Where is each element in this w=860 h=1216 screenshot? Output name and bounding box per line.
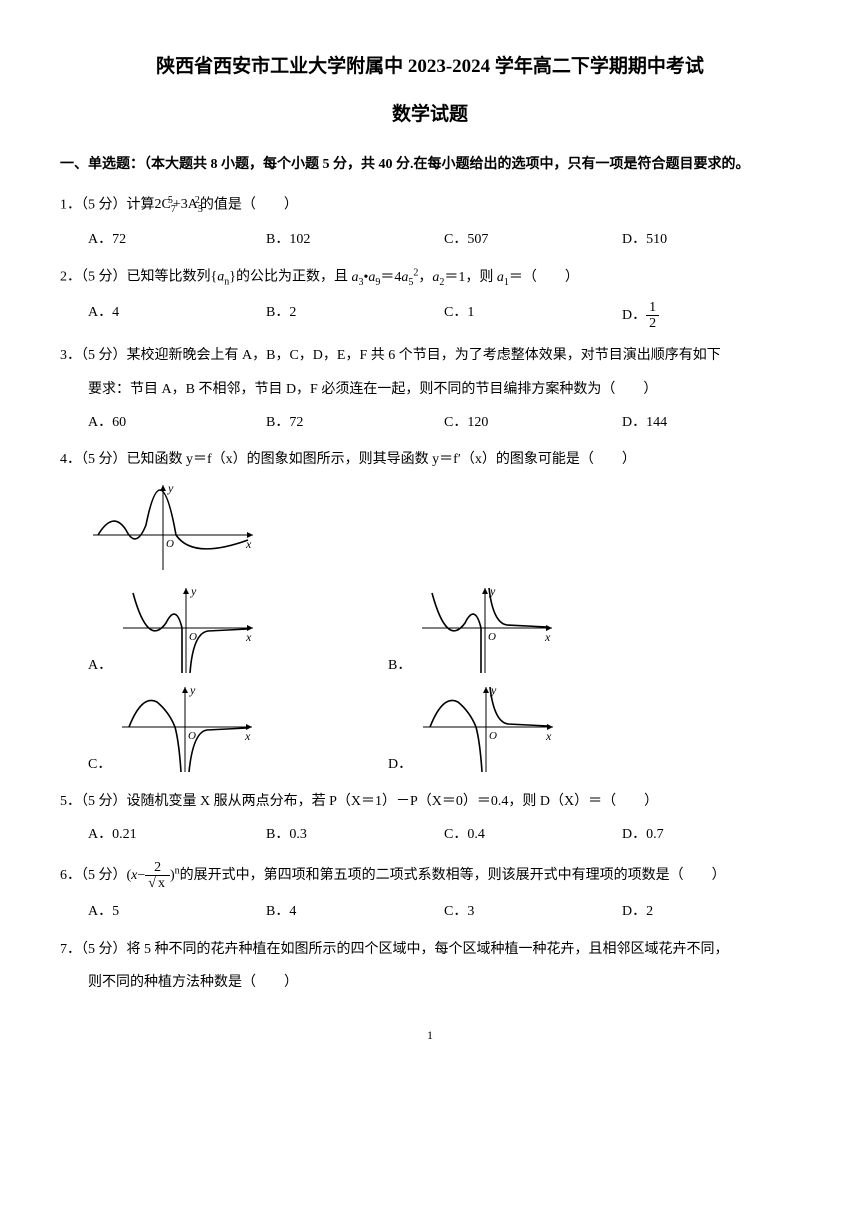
q6-close: )n的展开式中，第四项和第五项的二项式系数相等，则该展开式中有理项的项数是（ ）	[170, 868, 726, 883]
graph-fx-icon: x y O	[88, 480, 258, 575]
exam-subtitle: 数学试题	[60, 98, 800, 132]
q2-rest: a3•a9＝4a52，a2＝1，则 a1＝（ ）	[351, 270, 578, 285]
q7-line1: 7．（5 分）将 5 种不同的花卉种植在如图所示的四个区域中，每个区域种植一种花…	[60, 937, 800, 962]
q3-opt-a: A．60	[88, 410, 266, 435]
q6-opt-c: C．3	[444, 899, 622, 924]
question-5: 5．（5 分）设随机变量 X 服从两点分布，若 P（X＝1）－P（X＝0）＝0.…	[60, 789, 800, 847]
question-3: 3．（5 分）某校迎新晚会上有 A，B，C，D，E，F 共 6 个节目，为了考虑…	[60, 343, 800, 435]
q1-opt-d: D．510	[622, 227, 800, 252]
q2-d-den: 2	[646, 316, 659, 331]
q2-d-prefix: D．	[622, 308, 646, 323]
q6-prefix: 6．（5 分）(	[60, 868, 131, 883]
q1-opt-b: B．102	[266, 227, 444, 252]
q6-text: 6．（5 分）(x−2√x)n的展开式中，第四项和第五项的二项式系数相等，则该展…	[60, 860, 800, 892]
q1-text: 1．（5 分）计算2C75+3A52的值是（ ）	[60, 192, 800, 219]
question-7: 7．（5 分）将 5 种不同的花卉种植在如图所示的四个区域中，每个区域种植一种花…	[60, 937, 800, 995]
svg-text:x: x	[245, 630, 252, 644]
q6-options: A．5 B．4 C．3 D．2	[60, 899, 800, 924]
graph-b-icon: x y O	[417, 583, 557, 678]
q6-opt-a: A．5	[88, 899, 266, 924]
q2-before: 2．（5 分）已知等比数列{	[60, 270, 217, 285]
q1-prefix: 1．（5 分）计算	[60, 197, 155, 212]
q4-main-graph: x y O	[60, 480, 800, 575]
q4-label-d: D．	[388, 752, 412, 777]
q6-opt-b: B．4	[266, 899, 444, 924]
q4-cell-c: C． x y O	[88, 682, 388, 777]
q2-opt-c: C．1	[444, 300, 622, 332]
section-1-header: 一、单选题：（本大题共 8 小题，每个小题 5 分，共 40 分.在每小题给出的…	[60, 152, 800, 177]
q6-frac-den: √x	[145, 876, 170, 891]
q6-radicand: x	[156, 875, 167, 891]
q1-formula: 2C75+3A52	[155, 197, 200, 212]
q4-label-c: C．	[88, 752, 111, 777]
q4-row-ab: A． x y O B． x y O	[60, 583, 800, 678]
graph-d-icon: x y O	[418, 682, 558, 777]
q1-opt-a: A．72	[88, 227, 266, 252]
q5-options: A．0.21 B．0.3 C．0.4 D．0.7	[60, 822, 800, 847]
svg-text:O: O	[188, 730, 196, 742]
q5-text: 5．（5 分）设随机变量 X 服从两点分布，若 P（X＝1）－P（X＝0）＝0.…	[60, 789, 800, 814]
q4-row-cd: C． x y O D． x y O	[60, 682, 800, 777]
q1-suffix: 的值是（ ）	[200, 197, 298, 212]
question-1: 1．（5 分）计算2C75+3A52的值是（ ） A．72 B．102 C．50…	[60, 192, 800, 253]
q2-options: A．4 B．2 C．1 D．12	[60, 300, 800, 332]
graph-a-icon: x y O	[118, 583, 258, 678]
q4-text: 4．（5 分）已知函数 y＝f（x）的图象如图所示，则其导函数 y＝f′（x）的…	[60, 447, 800, 472]
q3-opt-b: B．72	[266, 410, 444, 435]
q5-opt-d: D．0.7	[622, 822, 800, 847]
svg-text:x: x	[545, 729, 552, 743]
q4-label-a: A．	[88, 653, 112, 678]
q1-opt-c: C．507	[444, 227, 622, 252]
svg-text:y: y	[190, 584, 197, 598]
q2-opt-d: D．12	[622, 300, 800, 332]
q6-x: x	[131, 868, 137, 883]
question-4: 4．（5 分）已知函数 y＝f（x）的图象如图所示，则其导函数 y＝f′（x）的…	[60, 447, 800, 777]
svg-text:x: x	[244, 729, 251, 743]
q5-opt-c: C．0.4	[444, 822, 622, 847]
q1-options: A．72 B．102 C．507 D．510	[60, 227, 800, 252]
q6-frac-num: 2	[145, 860, 170, 876]
q2-d-num: 1	[646, 300, 659, 316]
q3-opt-c: C．120	[444, 410, 622, 435]
q2-mid: }的公比为正数，且	[229, 270, 351, 285]
q4-cell-d: D． x y O	[388, 682, 688, 777]
q5-opt-b: B．0.3	[266, 822, 444, 847]
q3-line2: 要求：节目 A，B 不相邻，节目 D，F 必须连在一起，则不同的节目编排方案种数…	[60, 377, 800, 402]
graph-c-icon: x y O	[117, 682, 257, 777]
page-number: 1	[60, 1025, 800, 1047]
q2-opt-a: A．4	[88, 300, 266, 332]
q4-cell-b: B． x y O	[388, 583, 688, 678]
svg-text:x: x	[245, 537, 252, 551]
svg-text:y: y	[167, 481, 174, 495]
question-6: 6．（5 分）(x−2√x)n的展开式中，第四项和第五项的二项式系数相等，则该展…	[60, 860, 800, 925]
q3-line1: 3．（5 分）某校迎新晚会上有 A，B，C，D，E，F 共 6 个节目，为了考虑…	[60, 343, 800, 368]
q4-label-b: B．	[388, 653, 411, 678]
svg-text:O: O	[489, 730, 497, 742]
question-2: 2．（5 分）已知等比数列{an}的公比为正数，且 a3•a9＝4a52，a2＝…	[60, 264, 800, 331]
svg-text:x: x	[544, 630, 551, 644]
q2-text: 2．（5 分）已知等比数列{an}的公比为正数，且 a3•a9＝4a52，a2＝…	[60, 264, 800, 291]
q6-expr: x−2√x	[131, 868, 170, 883]
q3-options: A．60 B．72 C．120 D．144	[60, 410, 800, 435]
svg-text:O: O	[488, 631, 496, 643]
q4-cell-a: A． x y O	[88, 583, 388, 678]
q6-frac: 2√x	[145, 860, 170, 892]
q2-d-frac: 12	[646, 300, 659, 332]
svg-text:y: y	[189, 683, 196, 697]
q3-opt-d: D．144	[622, 410, 800, 435]
q2-opt-b: B．2	[266, 300, 444, 332]
svg-text:O: O	[166, 538, 174, 550]
q6-opt-d: D．2	[622, 899, 800, 924]
exam-title: 陕西省西安市工业大学附属中 2023-2024 学年高二下学期期中考试	[60, 50, 800, 84]
q7-line2: 则不同的种植方法种数是（ ）	[60, 970, 800, 995]
q5-opt-a: A．0.21	[88, 822, 266, 847]
